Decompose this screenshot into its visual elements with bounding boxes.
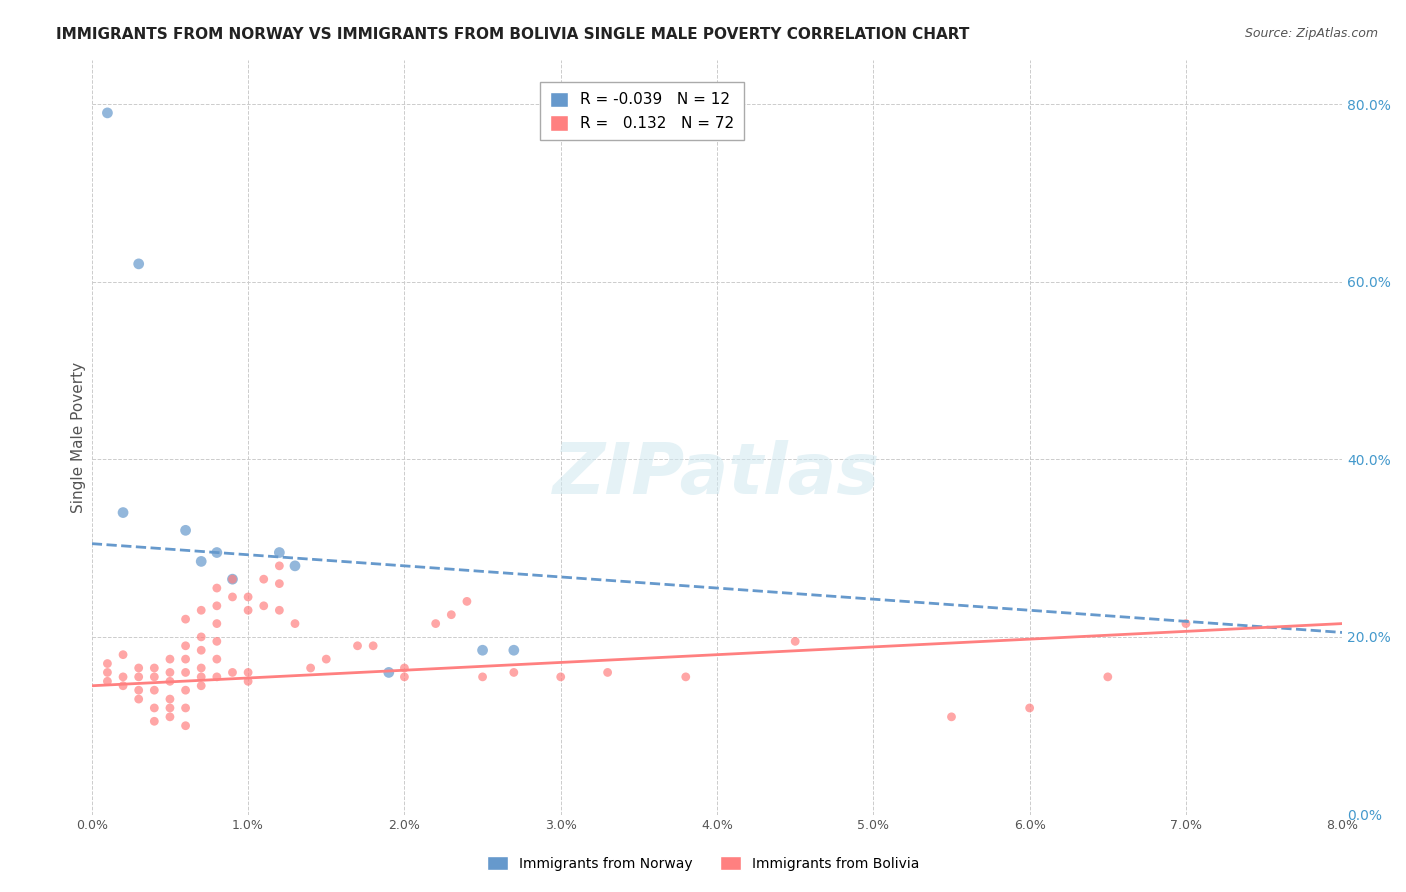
Point <box>205 652 228 666</box>
Point <box>502 643 524 657</box>
Point <box>174 612 197 626</box>
Point <box>456 594 478 608</box>
Point <box>143 701 166 715</box>
Point <box>236 603 259 617</box>
Point <box>675 670 697 684</box>
Point <box>128 257 150 271</box>
Point <box>143 670 166 684</box>
Point <box>159 665 181 680</box>
Point <box>128 683 150 698</box>
Text: Source: ZipAtlas.com: Source: ZipAtlas.com <box>1244 27 1378 40</box>
Point <box>440 607 463 622</box>
Point <box>236 674 259 689</box>
Point <box>159 701 181 715</box>
Point <box>315 652 337 666</box>
Point <box>785 634 807 648</box>
Point <box>378 665 401 680</box>
Point <box>190 630 212 644</box>
Point <box>96 657 118 671</box>
Point <box>143 714 166 729</box>
Point <box>205 581 228 595</box>
Point <box>159 674 181 689</box>
Point <box>941 710 963 724</box>
Point <box>143 683 166 698</box>
Point <box>253 599 276 613</box>
Point <box>269 603 291 617</box>
Point <box>96 674 118 689</box>
Point <box>269 576 291 591</box>
Point <box>159 710 181 724</box>
Point <box>253 572 276 586</box>
Point <box>205 545 228 559</box>
Point <box>190 670 212 684</box>
Point <box>190 643 212 657</box>
Point <box>205 599 228 613</box>
Point <box>174 665 197 680</box>
Point <box>299 661 322 675</box>
Point <box>269 558 291 573</box>
Point <box>221 572 243 586</box>
Point <box>425 616 447 631</box>
Point <box>471 670 494 684</box>
Point <box>346 639 368 653</box>
Point <box>236 665 259 680</box>
Point <box>174 639 197 653</box>
Point <box>174 719 197 733</box>
Point <box>1174 616 1197 631</box>
Point <box>221 665 243 680</box>
Point <box>221 590 243 604</box>
Point <box>174 701 197 715</box>
Point <box>221 572 243 586</box>
Y-axis label: Single Male Poverty: Single Male Poverty <box>72 361 86 513</box>
Point <box>96 106 118 120</box>
Point <box>284 558 307 573</box>
Point <box>205 670 228 684</box>
Point <box>159 652 181 666</box>
Point <box>205 634 228 648</box>
Point <box>128 670 150 684</box>
Point <box>112 679 135 693</box>
Point <box>550 670 572 684</box>
Point <box>190 679 212 693</box>
Point <box>236 590 259 604</box>
Point <box>284 616 307 631</box>
Point <box>190 661 212 675</box>
Point <box>269 545 291 559</box>
Legend: Immigrants from Norway, Immigrants from Bolivia: Immigrants from Norway, Immigrants from … <box>481 850 925 876</box>
Point <box>394 661 416 675</box>
Point <box>205 616 228 631</box>
Legend: R = -0.039   N = 12, R =   0.132   N = 72: R = -0.039 N = 12, R = 0.132 N = 72 <box>540 82 744 140</box>
Point <box>1018 701 1040 715</box>
Point <box>174 683 197 698</box>
Point <box>112 648 135 662</box>
Point <box>502 665 524 680</box>
Point <box>596 665 619 680</box>
Point <box>471 643 494 657</box>
Point <box>190 603 212 617</box>
Point <box>174 524 197 538</box>
Point <box>112 670 135 684</box>
Point <box>361 639 384 653</box>
Point <box>112 506 135 520</box>
Text: IMMIGRANTS FROM NORWAY VS IMMIGRANTS FROM BOLIVIA SINGLE MALE POVERTY CORRELATIO: IMMIGRANTS FROM NORWAY VS IMMIGRANTS FRO… <box>56 27 970 42</box>
Point <box>1097 670 1119 684</box>
Point <box>174 652 197 666</box>
Point <box>190 554 212 568</box>
Point <box>394 670 416 684</box>
Point <box>96 665 118 680</box>
Point <box>159 692 181 706</box>
Point <box>143 661 166 675</box>
Point <box>128 661 150 675</box>
Point <box>128 692 150 706</box>
Text: ZIPatlas: ZIPatlas <box>554 441 880 509</box>
